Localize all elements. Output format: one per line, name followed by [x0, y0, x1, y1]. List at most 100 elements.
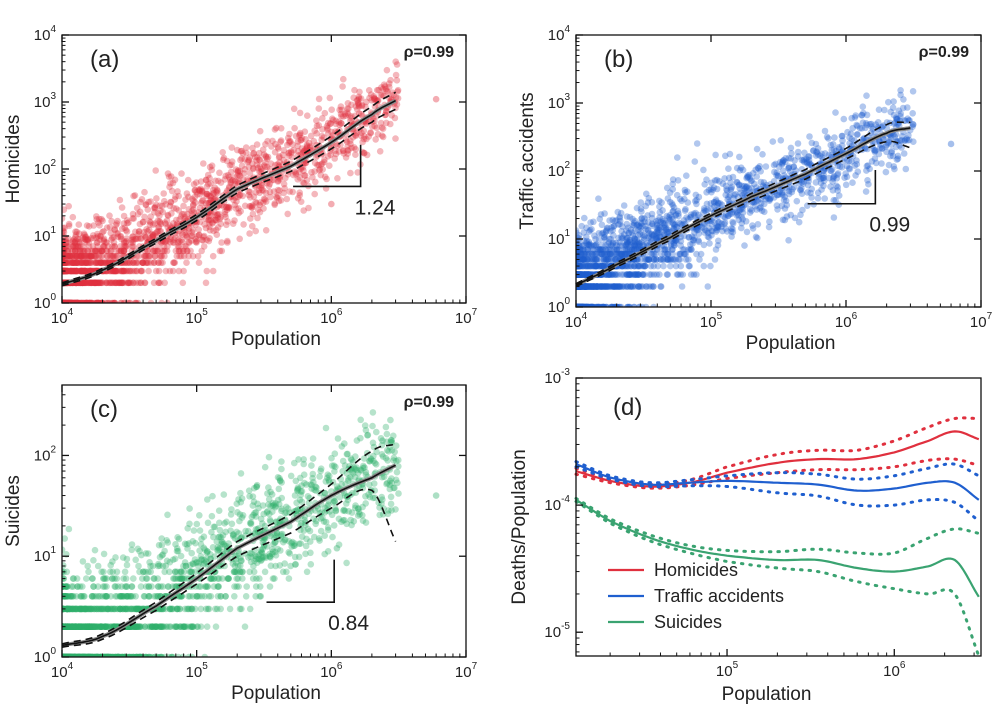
- data-point: [315, 122, 323, 129]
- data-point: [218, 247, 226, 255]
- data-point: [142, 201, 150, 208]
- data-point: [62, 299, 68, 303]
- data-point: [263, 163, 271, 171]
- data-point: [83, 279, 90, 287]
- data-point: [198, 187, 206, 195]
- data-point: [63, 243, 70, 250]
- data-point: [64, 252, 72, 260]
- data-point: [379, 125, 387, 132]
- data-point: [80, 267, 87, 275]
- data-point: [132, 279, 140, 287]
- data-point: [738, 224, 745, 232]
- data-point: [106, 223, 114, 231]
- data-point: [100, 243, 107, 250]
- data-point: [67, 252, 75, 260]
- data-point: [633, 222, 641, 229]
- data-point: [131, 267, 138, 275]
- data-point: [777, 137, 785, 144]
- data-point: [198, 197, 206, 205]
- data-point: [95, 299, 103, 303]
- data-point: [111, 299, 118, 303]
- data-point: [81, 267, 88, 275]
- data-point: [141, 279, 149, 287]
- data-point: [723, 187, 731, 195]
- data-point: [94, 299, 102, 303]
- data-point: [236, 168, 244, 175]
- data-point: [96, 279, 104, 287]
- data-point: [84, 247, 91, 255]
- data-point: [74, 299, 81, 303]
- data-point: [673, 191, 681, 199]
- data-point: [212, 216, 219, 224]
- data-point: [193, 179, 200, 186]
- data-point: [255, 168, 263, 175]
- rho-label: ρ=0.99: [919, 44, 969, 61]
- data-point: [68, 267, 75, 275]
- data-point: [178, 170, 185, 177]
- data-point: [79, 267, 86, 275]
- data-point: [219, 156, 227, 163]
- data-point: [62, 267, 69, 275]
- data-point: [133, 267, 140, 275]
- data-point: [84, 279, 92, 287]
- data-point: [347, 169, 354, 177]
- data-point: [157, 207, 164, 214]
- data-point: [176, 216, 183, 223]
- data-point: [83, 299, 91, 303]
- x-axis-label: Population: [746, 333, 836, 354]
- data-point: [182, 243, 190, 250]
- data-point: [123, 243, 131, 250]
- data-point: [189, 206, 197, 213]
- data-point: [62, 299, 67, 303]
- data-point: [182, 196, 189, 203]
- data-point: [73, 259, 80, 267]
- data-point: [62, 299, 67, 303]
- data-point: [95, 279, 102, 287]
- data-point: [139, 259, 146, 267]
- data-point: [81, 267, 89, 275]
- data-point: [612, 256, 619, 263]
- data-point: [62, 299, 67, 303]
- data-point: [85, 239, 93, 246]
- data-point: [327, 120, 334, 127]
- data-point: [352, 151, 359, 158]
- data-point: [303, 141, 311, 149]
- data-point: [62, 299, 66, 303]
- data-point: [115, 247, 123, 255]
- data-point: [89, 232, 97, 239]
- data-point: [221, 176, 229, 183]
- data-point: [131, 192, 139, 199]
- data-point: [322, 424, 330, 432]
- data-point: [123, 267, 130, 275]
- data-point: [887, 108, 894, 116]
- data-point: [139, 259, 147, 267]
- data-point: [614, 271, 622, 278]
- data-point: [773, 169, 781, 176]
- data-point: [274, 186, 282, 194]
- data-point: [88, 279, 96, 287]
- data-point: [162, 267, 170, 275]
- data-point: [78, 267, 86, 275]
- data-point: [119, 225, 126, 232]
- panel-c: 104 105 106 107100101102PopulationSuicides(…: [3, 384, 478, 704]
- data-point: [338, 120, 345, 127]
- data-point: [277, 125, 285, 132]
- data-point: [62, 267, 69, 275]
- data-point: [696, 256, 703, 263]
- data-point: [348, 113, 355, 120]
- data-point: [249, 204, 256, 211]
- data-point: [353, 97, 361, 104]
- data-point: [123, 228, 131, 235]
- data-point: [103, 279, 110, 287]
- data-point: [271, 200, 279, 207]
- data-point: [660, 262, 667, 270]
- data-point: [657, 283, 664, 290]
- data-point: [215, 210, 223, 218]
- data-point: [146, 252, 154, 260]
- data-point: [347, 137, 354, 144]
- data-point: [207, 193, 214, 200]
- data-point: [204, 190, 211, 198]
- data-point: [206, 235, 213, 242]
- data-point: [902, 165, 910, 173]
- data-point: [345, 111, 352, 118]
